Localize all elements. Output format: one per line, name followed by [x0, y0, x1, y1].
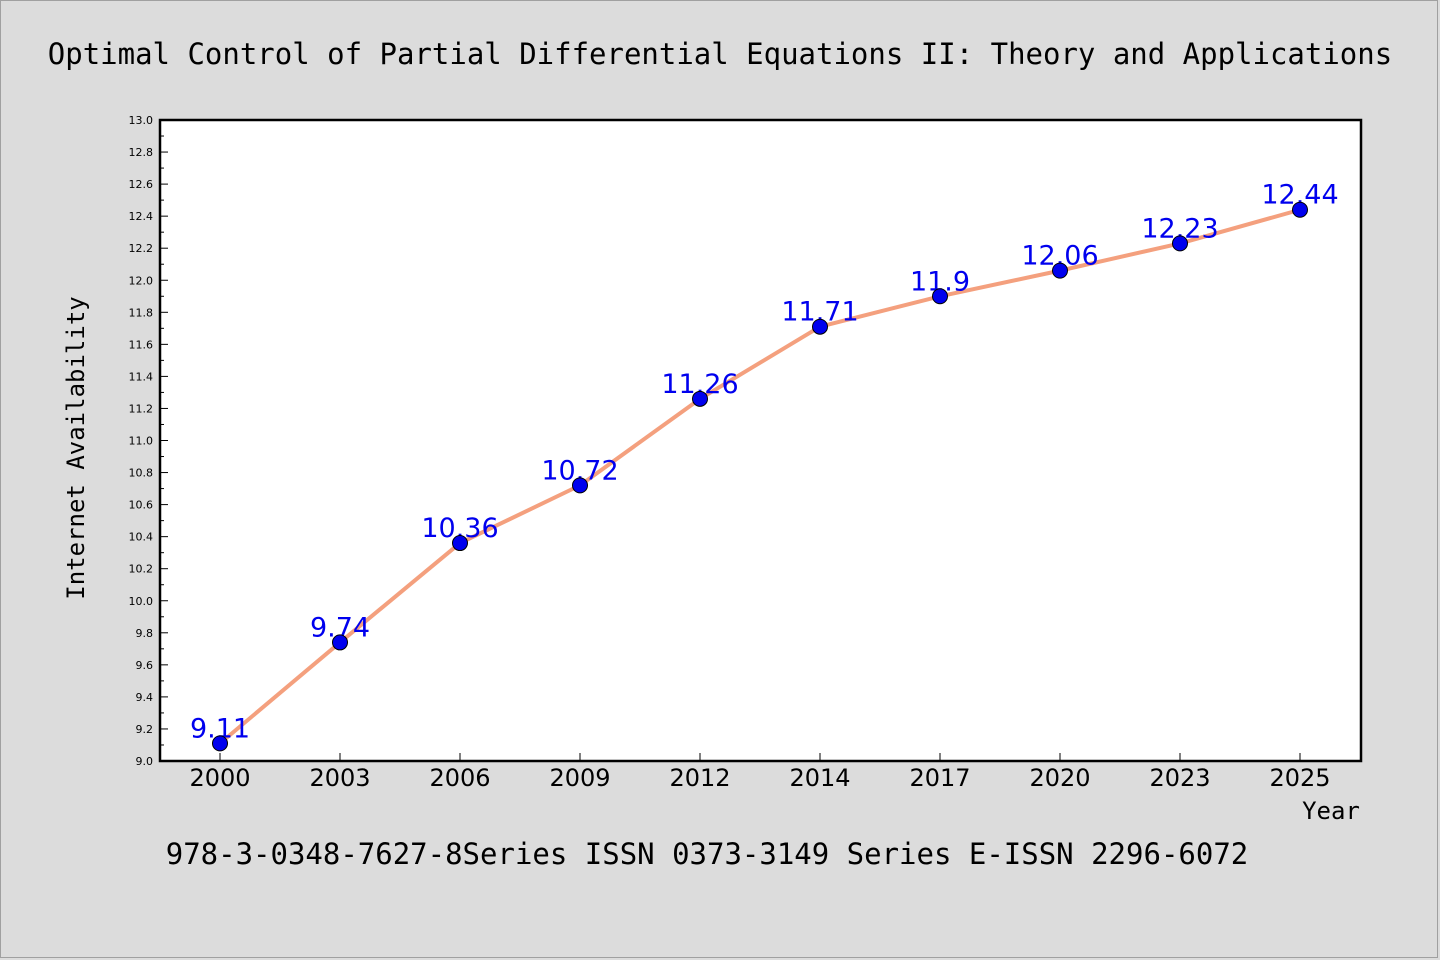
data-point: [1292, 201, 1308, 218]
y-tick-label: 12.6: [129, 178, 154, 191]
x-tick-label: 2014: [789, 764, 850, 792]
y-axis-label: Internet Availability: [62, 296, 90, 599]
data-point: [212, 735, 228, 752]
y-tick-label: 9.0: [136, 755, 154, 768]
y-tick-label: 11.8: [129, 306, 154, 319]
y-tick-label: 10.2: [129, 563, 154, 576]
data-point: [692, 390, 708, 407]
x-tick-label: 2006: [429, 764, 490, 792]
y-tick-label: 10.0: [129, 595, 154, 608]
x-axis-label: Year: [1302, 797, 1360, 825]
data-point: [812, 318, 828, 335]
x-tick-label: 2000: [189, 764, 250, 792]
x-tick-label: 2023: [1149, 764, 1210, 792]
plot-area: [158, 118, 1363, 763]
data-point: [332, 634, 348, 651]
y-tick-label: 11.2: [129, 402, 154, 415]
y-tick-label: 12.0: [129, 274, 154, 287]
y-tick-label: 11.6: [129, 338, 154, 351]
data-point: [1172, 235, 1188, 252]
y-tick-label: 9.8: [136, 627, 154, 640]
y-tick-label: 12.2: [129, 242, 154, 255]
data-point: [932, 288, 948, 305]
y-tick-label: 11.4: [129, 370, 154, 383]
data-point: [452, 535, 468, 552]
data-point: [1052, 262, 1068, 279]
chart-caption: 978-3-0348-7627-8Series ISSN 0373-3149 S…: [166, 837, 1249, 871]
y-tick-label: 9.2: [136, 723, 154, 736]
x-tick-label: 2003: [309, 764, 370, 792]
y-tick-label: 9.6: [136, 659, 154, 672]
series-line: [218, 207, 1302, 746]
data-point: [572, 477, 588, 494]
y-tick-label: 11.0: [129, 435, 154, 448]
y-tick-label: 9.4: [136, 691, 154, 704]
x-axis: 2000 2003 2006 2009 2012 2014 2017 2020 2023 2025: [189, 753, 1331, 792]
y-tick-label: 10.4: [129, 531, 154, 544]
series-layer: 9.119.7410.3610.7211.2611.7111.912.0612.…: [190, 180, 1339, 752]
x-tick-label: 2020: [1029, 764, 1090, 792]
x-tick-label: 2025: [1269, 764, 1330, 792]
y-tick-label: 12.4: [129, 210, 154, 223]
y-tick-label: 10.6: [129, 499, 154, 512]
x-tick-label: 2012: [669, 764, 730, 792]
y-axis: 9.0 9.2 9.4 9.6 9.8 10.0 10.2 10.4 10.6 10.8 11.0 1…: [129, 114, 168, 768]
chart-title: Optimal Control of Partial Differential …: [48, 37, 1392, 71]
y-tick-label: 10.8: [129, 467, 154, 480]
x-tick-label: 2009: [549, 764, 610, 792]
x-tick-label: 2017: [909, 764, 970, 792]
y-tick-label: 13.0: [129, 114, 154, 127]
y-tick-label: 12.8: [129, 146, 154, 159]
